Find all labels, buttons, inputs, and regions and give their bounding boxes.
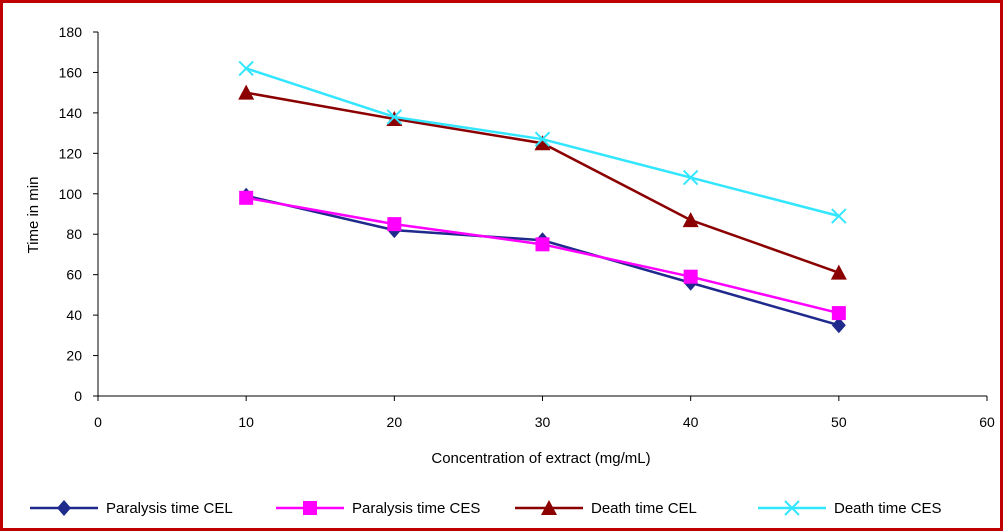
y-tick-label: 80 — [66, 226, 82, 242]
y-tick-label: 180 — [59, 24, 83, 40]
data-point — [831, 306, 846, 321]
data-point — [387, 217, 402, 232]
x-tick-label: 10 — [238, 414, 254, 430]
series-line — [245, 196, 840, 315]
axes: 0 20 40 60 80 100 120 140 160 180 0 10 20 30 40 50 60 — [59, 24, 995, 430]
x-tick-label: 50 — [831, 414, 847, 430]
legend-item: Paralysis time CEL — [30, 500, 233, 517]
y-tick-label: 140 — [59, 105, 83, 121]
legend-marker — [541, 500, 557, 515]
legend: Paralysis time CEL Paralysis time CES Deat… — [30, 500, 942, 517]
data-point — [831, 208, 847, 224]
y-tick-label: 60 — [66, 267, 82, 283]
y-tick-label: 0 — [74, 388, 82, 404]
legend-item: Paralysis time CES — [276, 500, 480, 517]
legend-item: Death time CEL — [515, 500, 697, 517]
data-point — [238, 60, 254, 77]
series-marks — [238, 60, 847, 334]
y-tick-label: 100 — [59, 186, 83, 202]
series-2 — [239, 190, 846, 321]
series-line — [245, 194, 840, 327]
data-point — [386, 109, 403, 125]
x-tick-label: 0 — [94, 414, 102, 430]
y-axis-title: Time in min — [25, 177, 42, 254]
data-point — [239, 190, 254, 205]
x-tick-label: 30 — [535, 414, 551, 430]
x-tick-label: 60 — [979, 414, 995, 430]
legend-marker — [57, 500, 71, 516]
y-tick-label: 120 — [59, 145, 83, 161]
y-tick-label: 40 — [66, 307, 82, 323]
legend-label: Paralysis time CEL — [106, 500, 233, 517]
data-point — [238, 84, 255, 100]
series-1 — [239, 187, 846, 334]
data-point — [831, 317, 846, 334]
legend-item: Death time CES — [758, 500, 942, 517]
data-point — [534, 131, 551, 147]
series-4 — [238, 60, 847, 224]
data-point — [682, 212, 699, 228]
data-point — [534, 135, 551, 151]
legend-marker — [784, 500, 800, 516]
data-point — [830, 264, 847, 280]
y-tick-label: 20 — [66, 348, 82, 364]
data-point — [535, 237, 550, 252]
legend-marker — [303, 501, 317, 515]
data-point — [682, 169, 699, 186]
x-tick-label: 40 — [683, 414, 699, 430]
series-3 — [238, 84, 847, 280]
data-point — [683, 269, 698, 284]
y-tick-label: 160 — [59, 64, 83, 80]
legend-label: Death time CEL — [591, 500, 697, 517]
x-axis-title: Concentration of extract (mg/mL) — [431, 450, 650, 467]
legend-label: Death time CES — [834, 500, 942, 517]
legend-label: Paralysis time CES — [352, 500, 480, 517]
x-tick-label: 20 — [387, 414, 403, 430]
